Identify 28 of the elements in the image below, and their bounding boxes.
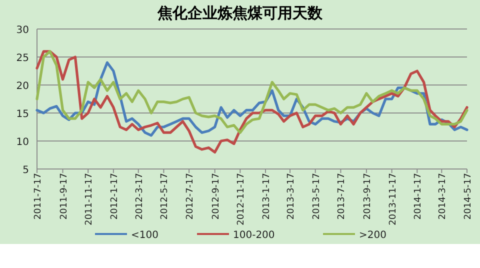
x-tick-label: 2014-1-17: [414, 173, 424, 220]
x-tick-label: 2012-1-17: [110, 173, 120, 220]
y-tick-label: 15: [16, 109, 29, 120]
x-tick-label: 2013-11-17: [388, 173, 398, 226]
y-tick-label: 5: [22, 165, 29, 176]
x-tick-label: 2011-11-17: [84, 173, 95, 226]
y-tick-label: 30: [16, 25, 29, 36]
x-tick-label: 2012-5-17: [160, 173, 170, 220]
legend-label: <100: [131, 230, 158, 241]
x-tick-label: 2011-7-17: [34, 173, 44, 220]
x-tick-label: 2013-5-17: [312, 173, 322, 220]
x-tick-label: 2012-9-17: [211, 173, 222, 220]
y-tick-label: 20: [16, 81, 29, 92]
y-tick-label: 10: [16, 137, 29, 148]
x-tick-label: 2014-5-17: [464, 173, 474, 220]
x-tick-label: 2013-7-17: [337, 173, 348, 220]
x-tick-label: 2012-7-17: [186, 173, 196, 220]
legend-label: 100-200: [233, 230, 275, 241]
x-tick-label: 2011-9-17: [59, 173, 70, 220]
legend-label: >200: [359, 230, 386, 241]
x-tick-label: 2013-1-17: [262, 173, 272, 220]
x-tick-label: 2013-3-17: [286, 173, 297, 220]
y-tick-label: 25: [16, 53, 29, 64]
x-tick-label: 2013-9-17: [362, 173, 373, 220]
chart-title: 焦化企业炼焦煤可用天数: [156, 4, 324, 22]
x-tick-label: 2012-3-17: [134, 173, 145, 220]
x-tick-label: 2014-3-17: [438, 173, 448, 220]
x-tick-label: 2012-11-17: [236, 173, 247, 226]
